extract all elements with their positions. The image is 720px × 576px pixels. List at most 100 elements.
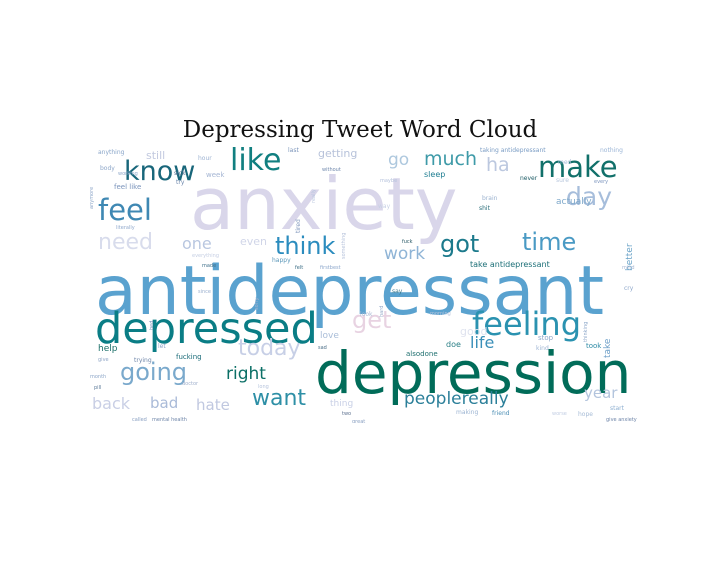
word-think: think	[275, 232, 336, 260]
word-everything: everything	[192, 253, 219, 259]
word-cloud: anxiety antidepressant depression depressed…	[90, 146, 642, 423]
word-tired: tired	[295, 218, 302, 233]
word-year: year	[584, 384, 618, 402]
word-anxiety: anxiety	[190, 162, 458, 246]
word-much: much	[424, 148, 478, 170]
word-bad: bad	[150, 394, 179, 412]
word-cry: cry	[624, 285, 634, 292]
chart-title: Depressing Tweet Word Cloud	[182, 117, 538, 143]
word-love: love	[320, 331, 339, 341]
word-called: called	[132, 417, 147, 423]
word-depressed: depressed	[95, 304, 318, 354]
word-working: working	[118, 171, 138, 177]
word-way: way	[378, 203, 391, 210]
word-doctor: doctor	[182, 381, 199, 387]
word-anything: anything	[98, 149, 125, 156]
word-even: even	[240, 235, 268, 248]
word-alsodone: alsodone	[406, 350, 438, 358]
word-body: body	[100, 165, 115, 172]
word-say: say	[392, 288, 403, 295]
word-never: never	[520, 175, 538, 182]
word-one: one	[182, 234, 212, 253]
word-made: made	[202, 263, 217, 269]
word-feel-like: feel like	[114, 183, 142, 191]
word-last: last	[288, 147, 299, 154]
word-let: let	[158, 343, 166, 350]
word-trying: trying	[134, 357, 152, 364]
word-happy: happy	[272, 257, 291, 264]
word-long: long	[258, 384, 269, 390]
word-kind: kind	[536, 345, 549, 352]
word-morning: morning	[430, 311, 451, 317]
word-literally: literally	[116, 225, 135, 231]
word-mental-health: mental health	[152, 417, 187, 423]
word-getting: getting	[318, 147, 358, 160]
word-anymore: anymore	[90, 187, 95, 210]
word-week: week	[206, 171, 225, 179]
word-great: great	[352, 419, 366, 424]
word-making: making	[456, 409, 479, 416]
word-nothing: nothing	[600, 147, 623, 154]
word-need: need	[98, 230, 153, 255]
word-two: two	[342, 411, 352, 417]
word-get: get	[352, 306, 392, 334]
word-start: start	[610, 405, 624, 412]
word-back: back	[92, 394, 131, 413]
word-sure: sure	[556, 177, 569, 184]
word-since: since	[198, 289, 211, 295]
word-take-antidepressant: take antidepressant	[470, 260, 550, 269]
word-fucking: fucking	[176, 353, 202, 361]
word-thing: thing	[330, 399, 354, 409]
word-without: without	[322, 167, 341, 173]
word-go: go	[388, 150, 410, 170]
word-pill: pill	[94, 385, 102, 391]
word-friend: friend	[492, 410, 510, 417]
word-hard: hard	[379, 305, 385, 317]
word-make: make	[538, 150, 618, 184]
word-something: something	[341, 232, 347, 259]
cloud-background	[90, 146, 642, 423]
word-take: take	[603, 338, 613, 358]
word-give-anxiety: give anxiety	[606, 417, 637, 423]
word-actually: actually	[556, 197, 592, 207]
word-bed: bed	[149, 320, 155, 331]
word-med: med	[558, 159, 572, 166]
word-life: life	[470, 333, 495, 352]
word-work: work	[384, 244, 426, 264]
word-feeling: feeling	[472, 305, 582, 343]
word-going: going	[120, 358, 188, 386]
word-sorry: sorry	[254, 297, 260, 310]
word-sleep: sleep	[424, 170, 446, 179]
word-hour: hour	[198, 155, 212, 162]
word-sad: sad	[318, 345, 327, 351]
word-look: look	[360, 311, 373, 318]
word-thinking: thinking	[583, 321, 589, 342]
word-stop: stop	[538, 334, 554, 342]
word-like: like	[230, 146, 282, 178]
word-help: help	[98, 344, 118, 354]
word-still: still	[146, 149, 166, 162]
word-took: took	[586, 342, 602, 350]
word-good: good	[460, 325, 488, 338]
word-right: right	[226, 364, 266, 384]
word-hate: hate	[196, 396, 230, 414]
word-try: try	[176, 179, 185, 186]
word-firstbest: firstbest	[320, 265, 341, 271]
word-worse: worse	[552, 411, 567, 417]
word-sick: sick	[174, 170, 186, 177]
word-mind: mind	[622, 265, 635, 271]
word-month: month	[90, 374, 107, 380]
word-give: give	[98, 357, 109, 363]
word-shit: shit	[479, 205, 490, 212]
word-maybe: maybe	[380, 178, 398, 184]
word-hope: hope	[578, 411, 593, 418]
word-ha: ha	[486, 154, 510, 176]
word-know: know	[124, 156, 196, 187]
word-today: today	[238, 336, 301, 361]
word-taking-antidepressant: taking antidepressant	[480, 147, 546, 154]
word-peoplereally: peoplereally	[404, 389, 509, 409]
word-every: every	[594, 179, 609, 185]
word-felt: felt	[295, 265, 304, 271]
word-really: really	[311, 188, 317, 203]
